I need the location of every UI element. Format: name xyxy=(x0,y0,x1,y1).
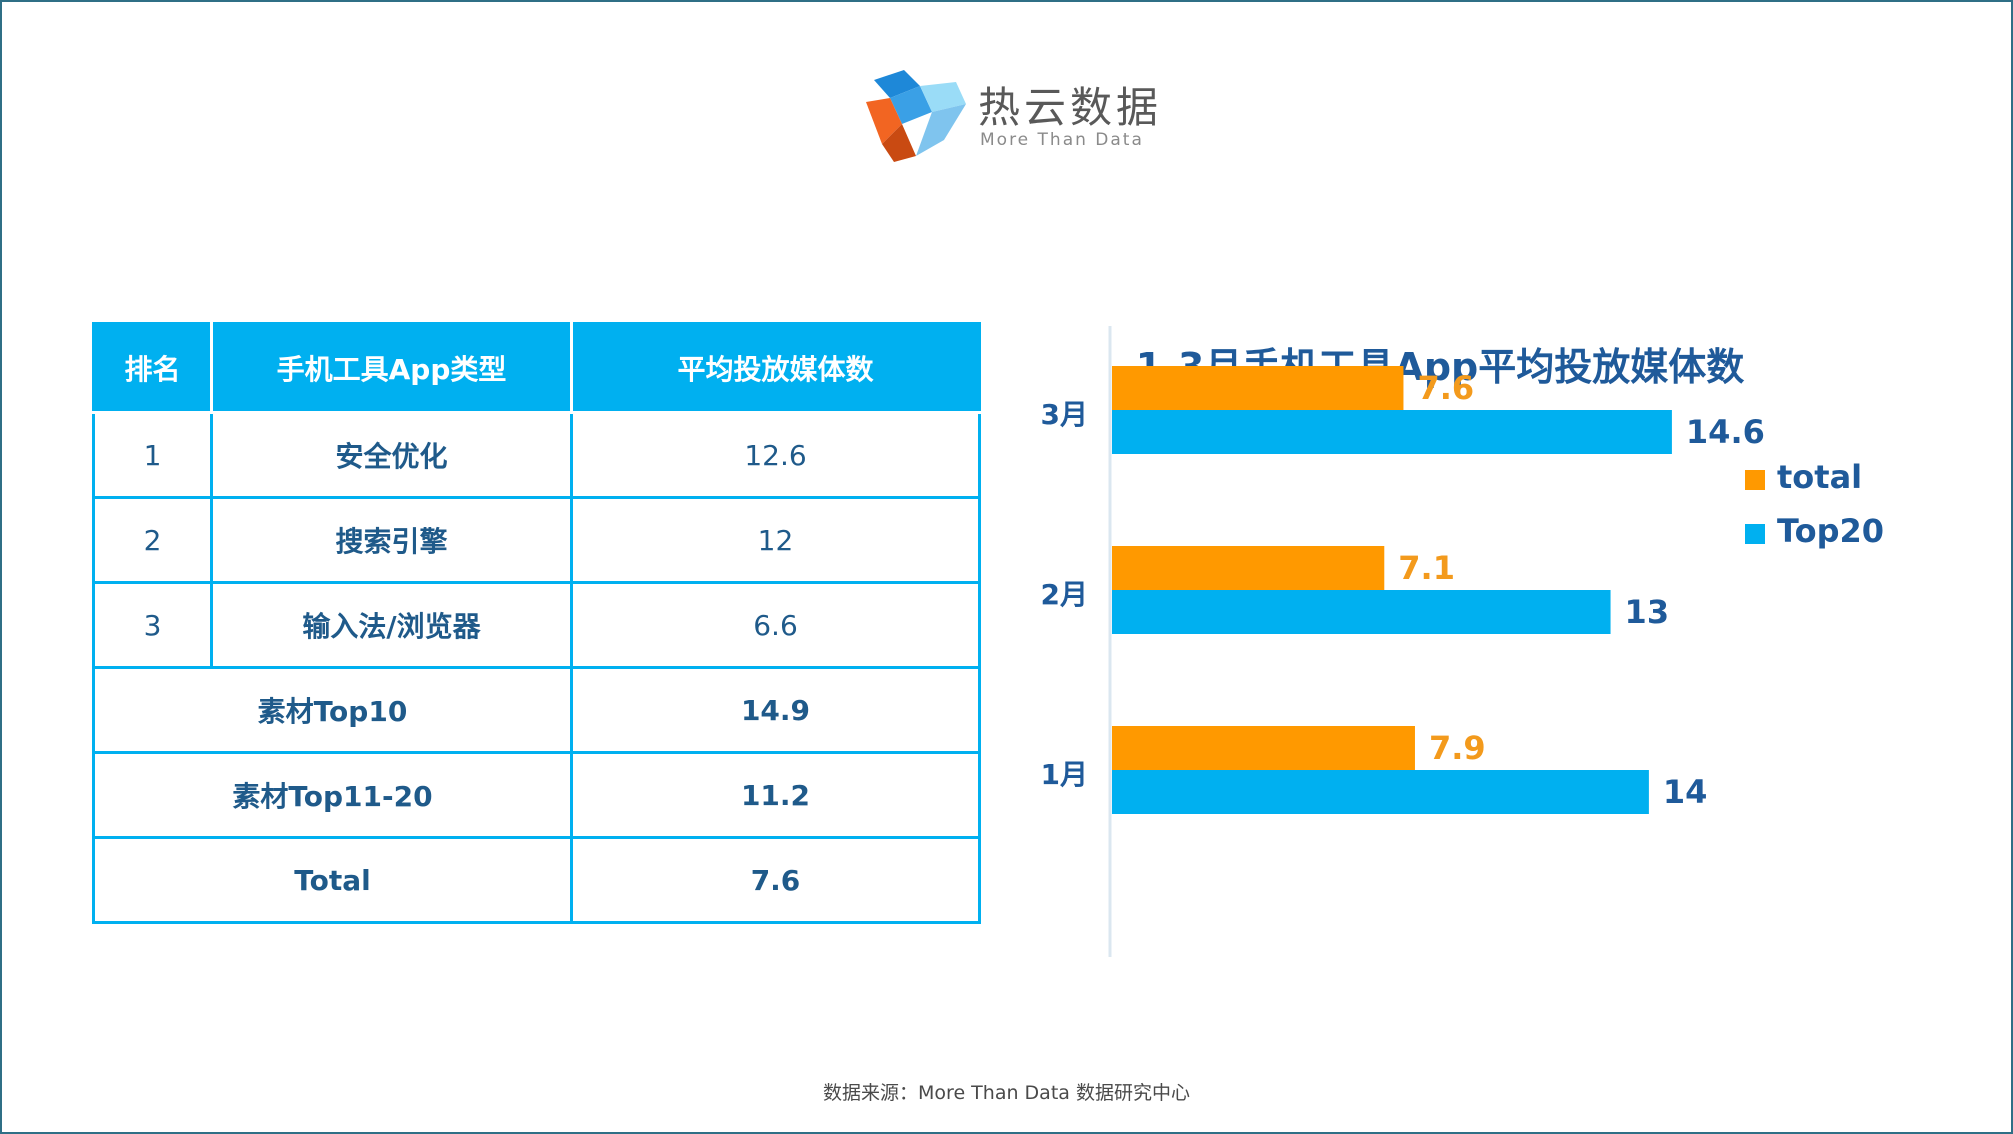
summary-label: 素材Top11-20 xyxy=(92,751,573,839)
category-label: 1月 xyxy=(1041,758,1088,791)
summary-row: 素材Top10 14.9 xyxy=(92,666,981,754)
header-rank: 排名 xyxy=(92,322,213,414)
ranking-table: 排名 手机工具App类型 平均投放媒体数 1 安全优化 12.6 2 搜索引擎 … xyxy=(92,322,981,924)
logo-name: 热云数据 xyxy=(978,83,1163,132)
summary-value: 14.9 xyxy=(570,666,981,754)
summary-value: 7.6 xyxy=(570,836,981,924)
data-label: 7.9 xyxy=(1429,729,1486,767)
data-label: 13 xyxy=(1625,593,1670,631)
legend-swatch xyxy=(1745,524,1765,544)
header-type: 手机工具App类型 xyxy=(210,322,573,414)
legend-label: total xyxy=(1777,458,1862,496)
logo-tagline: More Than Data xyxy=(980,130,1144,150)
table-row: 1 安全优化 12.6 xyxy=(92,411,981,499)
summary-row: Total 7.6 xyxy=(92,836,981,924)
summary-label: Total xyxy=(92,836,573,924)
bar-top20 xyxy=(1112,410,1672,454)
summary-row: 素材Top11-20 11.2 xyxy=(92,751,981,839)
rank-cell: 2 xyxy=(92,496,213,584)
value-cell: 12 xyxy=(570,496,981,584)
type-cell: 搜索引擎 xyxy=(210,496,573,584)
data-label: 14.6 xyxy=(1686,413,1765,451)
logo-mark-icon xyxy=(866,70,966,162)
data-source-note: 数据来源：More Than Data 数据研究中心 xyxy=(823,1082,1190,1104)
legend-label: Top20 xyxy=(1777,512,1884,550)
category-label: 2月 xyxy=(1041,578,1088,611)
data-label: 7.6 xyxy=(1417,369,1474,407)
rank-cell: 1 xyxy=(92,411,213,499)
summary-label: 素材Top10 xyxy=(92,666,573,754)
bar-total xyxy=(1112,726,1415,770)
bar-top20 xyxy=(1112,770,1649,814)
summary-value: 11.2 xyxy=(570,751,981,839)
rank-cell: 3 xyxy=(92,581,213,669)
bar-top20 xyxy=(1112,590,1611,634)
table-header-row: 排名 手机工具App类型 平均投放媒体数 xyxy=(92,322,981,414)
data-label: 7.1 xyxy=(1398,549,1455,587)
table-row: 3 输入法/浏览器 6.6 xyxy=(92,581,981,669)
type-cell: 安全优化 xyxy=(210,411,573,499)
bar-chart: 3月 7.6 14.6 2月 7.1 13 1月 7.9 14 total Top20 xyxy=(1041,326,1884,957)
table-row: 2 搜索引擎 12 xyxy=(92,496,981,584)
type-cell: 输入法/浏览器 xyxy=(210,581,573,669)
logo: 热云数据 More Than Data xyxy=(860,66,1180,176)
value-cell: 12.6 xyxy=(570,411,981,499)
value-cell: 6.6 xyxy=(570,581,981,669)
bar-total xyxy=(1112,546,1385,590)
bar-total xyxy=(1112,366,1404,410)
data-label: 14 xyxy=(1663,773,1708,811)
header-avg-media: 平均投放媒体数 xyxy=(570,322,981,414)
legend-swatch xyxy=(1745,470,1765,490)
category-label: 3月 xyxy=(1041,398,1088,431)
